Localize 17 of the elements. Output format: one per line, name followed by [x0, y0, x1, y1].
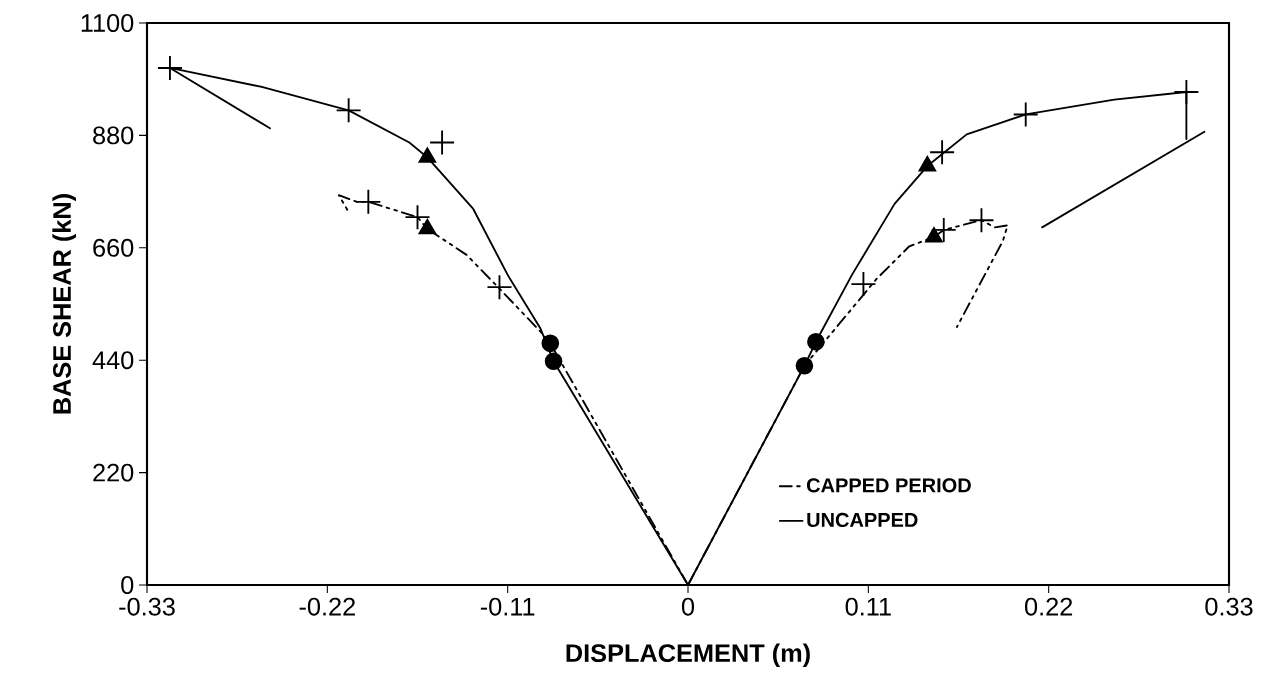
legend-label: CAPPED PERIOD	[806, 478, 971, 493]
legend-label: UNCAPPED	[807, 512, 918, 528]
y-tick-label: 1100	[81, 14, 134, 32]
y-tick-label: 660	[93, 238, 134, 257]
y-tick-label: 440	[92, 351, 134, 370]
x-tick-label: 0	[681, 597, 695, 616]
x-tick-label: -0.22	[299, 597, 355, 616]
y-tick-label: 220	[93, 463, 134, 482]
x-tick-label: 0.22	[1025, 597, 1073, 616]
x-tick-label: 0.11	[845, 597, 891, 616]
x-tick-label: -0.11	[480, 597, 535, 616]
y-tick-label: 880	[93, 126, 134, 145]
y-tick-label: 0	[121, 576, 134, 594]
y-axis-title: BASE SHEAR (kN)	[52, 194, 76, 414]
x-axis-title: DISPLACEMENT (m)	[566, 643, 810, 668]
x-tick-label: 0.33	[1205, 597, 1253, 616]
x-tick-label: -0.33	[119, 597, 175, 616]
